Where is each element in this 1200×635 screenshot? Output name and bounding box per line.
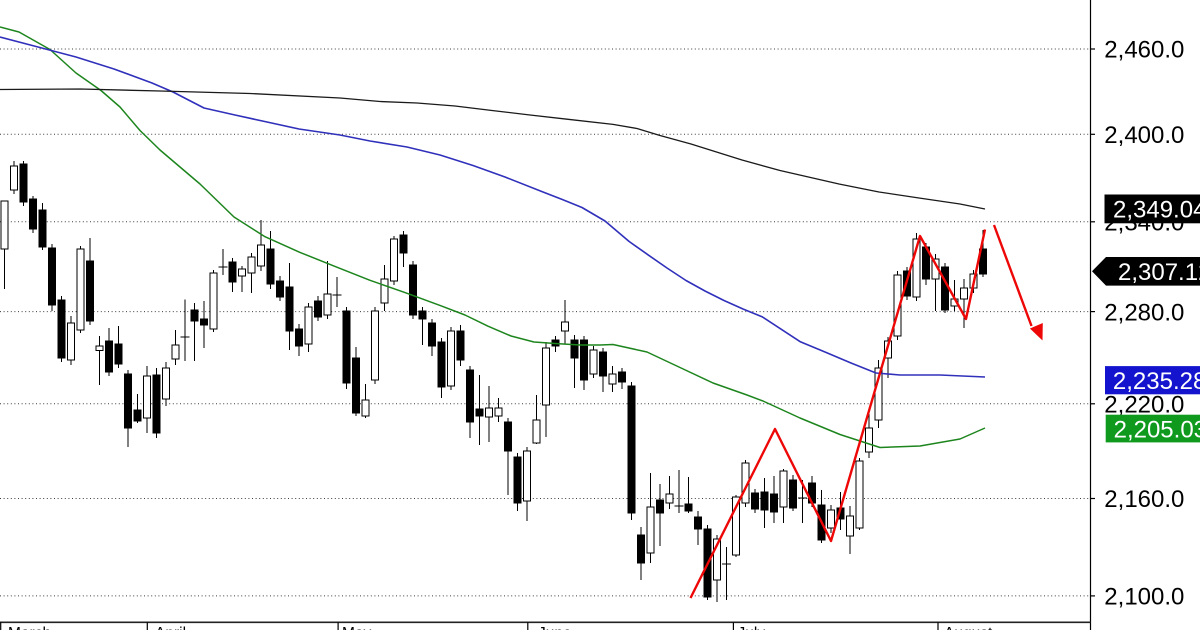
svg-text:2,307.12: 2,307.12 (1118, 259, 1200, 286)
svg-text:2,349.04: 2,349.04 (1113, 197, 1200, 224)
svg-text:2,460.0: 2,460.0 (1104, 37, 1184, 64)
svg-text:2,235.28: 2,235.28 (1113, 368, 1200, 395)
svg-text:July: July (738, 625, 766, 630)
svg-text:2,205.03: 2,205.03 (1114, 416, 1200, 443)
svg-text:August: August (944, 625, 993, 630)
svg-text:2,100.0: 2,100.0 (1104, 584, 1184, 611)
svg-text:June: June (538, 625, 572, 630)
svg-text:2,280.0: 2,280.0 (1104, 299, 1184, 326)
svg-text:April: April (155, 625, 186, 630)
svg-text:March: March (8, 625, 51, 630)
svg-text:May: May (342, 625, 372, 630)
svg-text:2,400.0: 2,400.0 (1104, 122, 1184, 149)
svg-text:2,220.0: 2,220.0 (1104, 392, 1184, 419)
svg-text:2,160.0: 2,160.0 (1104, 486, 1184, 513)
